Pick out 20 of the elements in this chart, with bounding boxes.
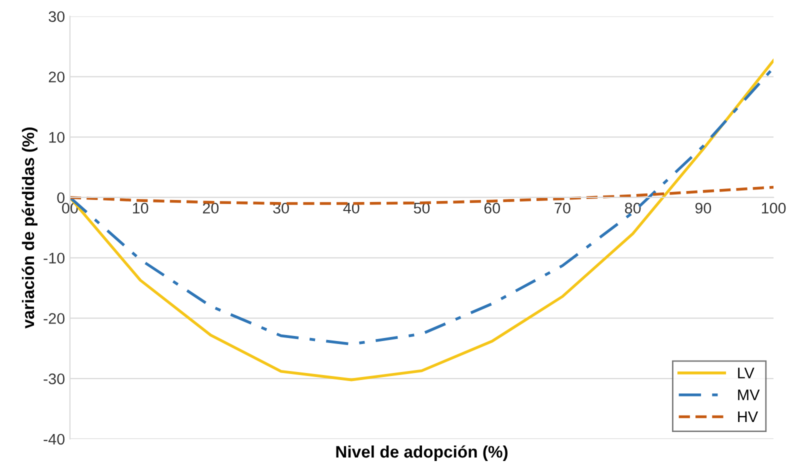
x-tick-label: 20: [202, 202, 219, 214]
x-tick-label: 60: [484, 202, 500, 214]
x-tick-label: 90: [695, 202, 712, 214]
y-tick-label: 30: [48, 11, 65, 22]
legend-label: HV: [738, 412, 758, 422]
x-tick-label: 100: [762, 202, 786, 214]
y-tick-label: 0: [57, 192, 64, 204]
y-tick-label: 20: [48, 72, 65, 82]
y-axis-title: variación de pérdidas (%): [22, 128, 38, 329]
x-tick-label: 70: [554, 202, 570, 214]
y-tick-label: -10: [44, 252, 65, 264]
x-axis-title: Nivel de adopción (%): [336, 445, 508, 461]
x-tick-label: 80: [624, 202, 641, 214]
y-tick-label: 10: [49, 132, 65, 143]
y-tick-label: -20: [44, 313, 65, 324]
y-tick-label: -30: [44, 373, 65, 384]
x-tick-label: 10: [132, 202, 148, 214]
legend-label: MV: [738, 390, 760, 400]
y-tick-label: -40: [44, 434, 65, 445]
legend-label: LV: [738, 368, 754, 378]
